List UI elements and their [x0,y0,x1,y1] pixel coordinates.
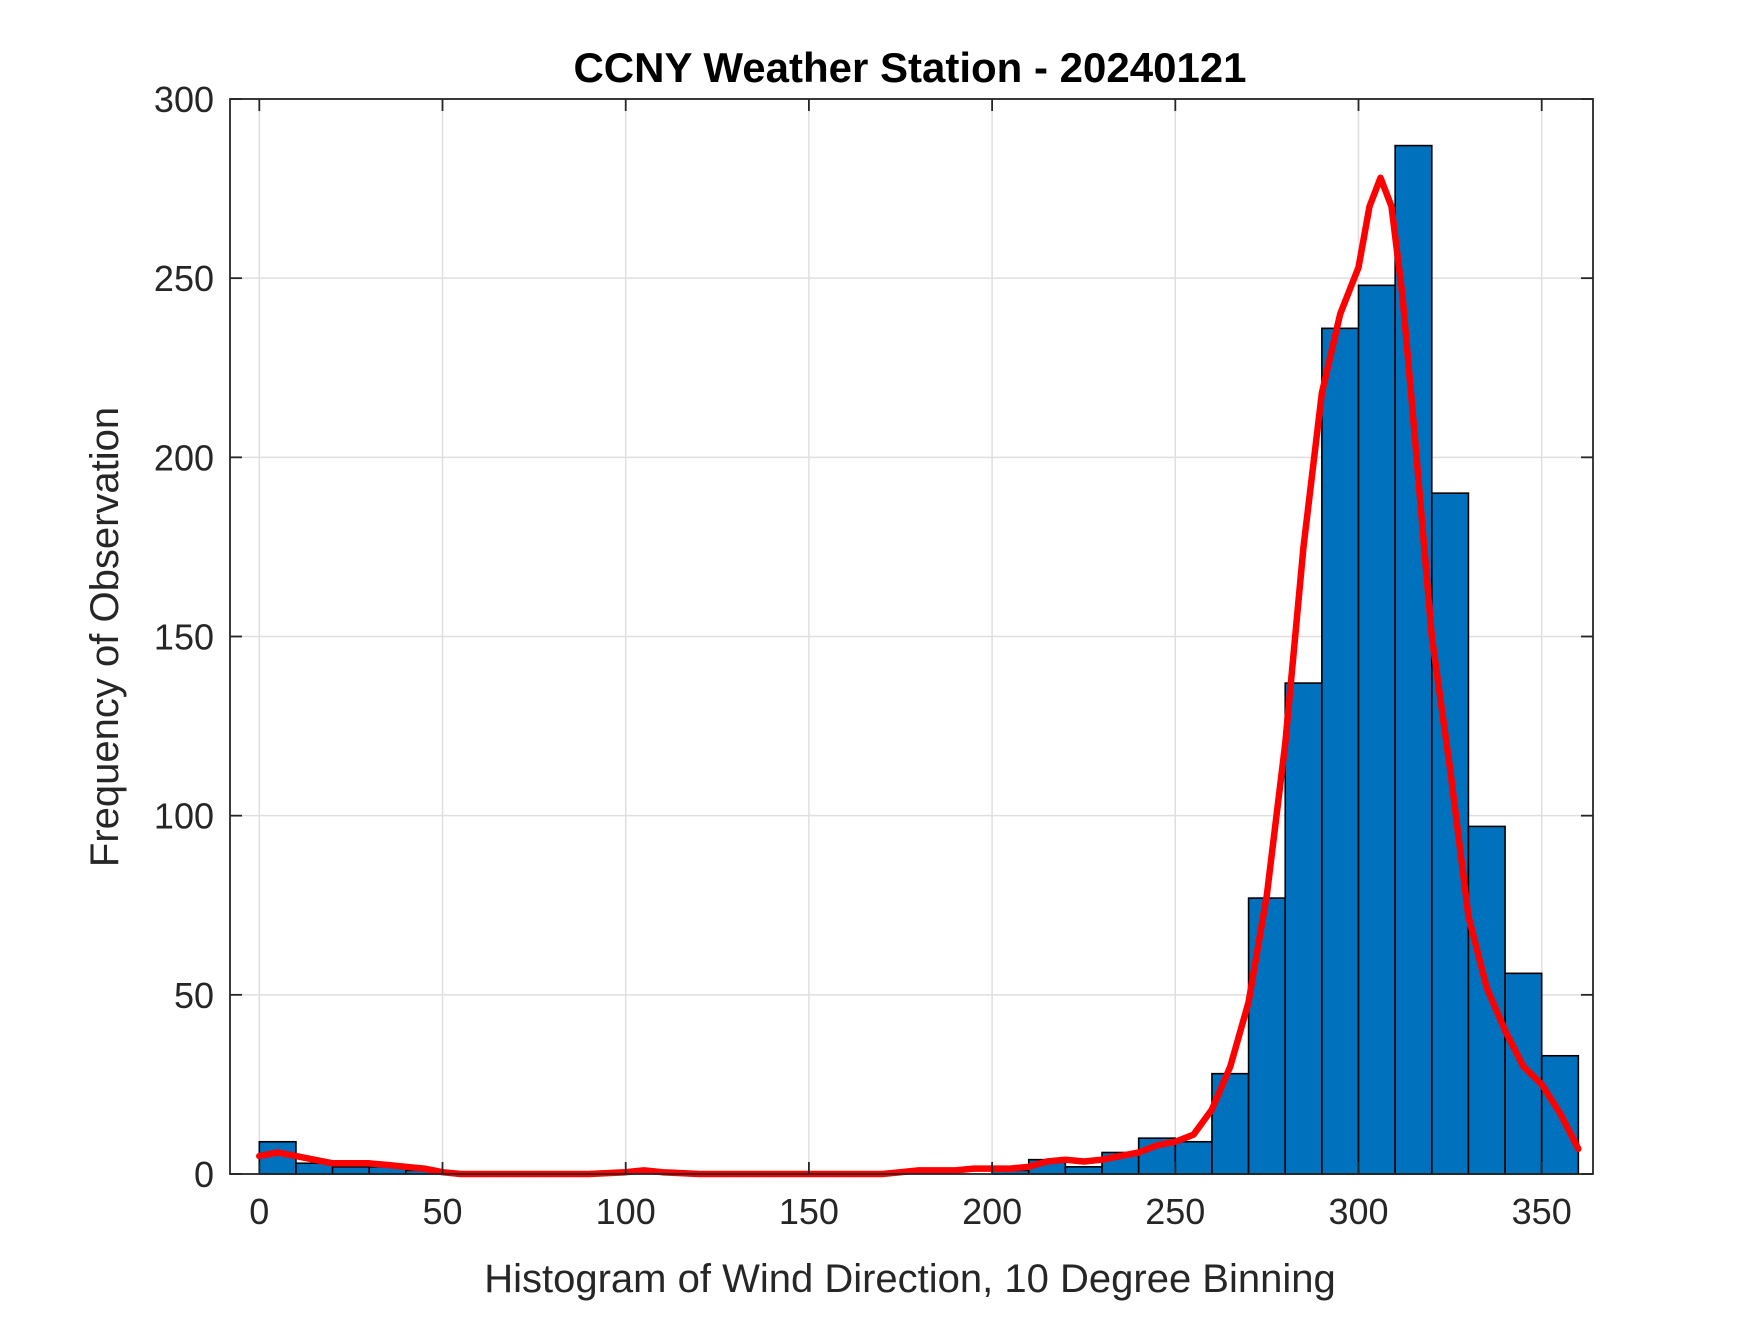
x-axis-title: Histogram of Wind Direction, 10 Degree B… [484,1257,1336,1301]
y-tick-label-50: 50 [174,975,214,1016]
bar-320 [1430,492,1470,1175]
bar-330 [1467,825,1506,1175]
x-tick-label-350: 350 [1512,1191,1572,1232]
bar-300 [1357,284,1396,1175]
chart-title: CCNY Weather Station - 20240121 [573,44,1246,91]
y-tick-label-100: 100 [154,796,214,837]
y-tick-label-150: 150 [154,617,214,658]
x-tick-label-200: 200 [962,1191,1022,1232]
y-tick-label-250: 250 [154,258,214,299]
bar-340 [1504,972,1543,1175]
y-tick-label-200: 200 [154,437,214,478]
x-tick-label-50: 50 [422,1191,462,1232]
y-axis-title: Frequency of Observation [83,407,127,867]
x-tick-labels: 0 50 100 150 200 250 300 350 [249,1191,1571,1232]
x-tick-label-250: 250 [1145,1191,1205,1232]
y-tick-label-0: 0 [194,1154,214,1195]
x-tick-label-300: 300 [1328,1191,1388,1232]
bar-290 [1321,327,1360,1175]
fit-curve-line [256,174,1582,1178]
y-tick-labels: 0 50 100 150 200 250 300 [154,79,214,1195]
y-tick-label-300: 300 [154,79,214,120]
x-tick-label-100: 100 [596,1191,656,1232]
histogram-bars [258,144,1580,1175]
fit-curve-layer [256,174,1582,1178]
x-tick-label-150: 150 [779,1191,839,1232]
axes-frame [229,98,1594,1175]
x-tick-label-0: 0 [249,1191,269,1232]
bar-250 [1174,1140,1213,1175]
bar-270 [1247,897,1287,1175]
bar-280 [1284,682,1323,1175]
bar-220 [1064,1166,1103,1175]
bar-20 [331,1166,371,1175]
